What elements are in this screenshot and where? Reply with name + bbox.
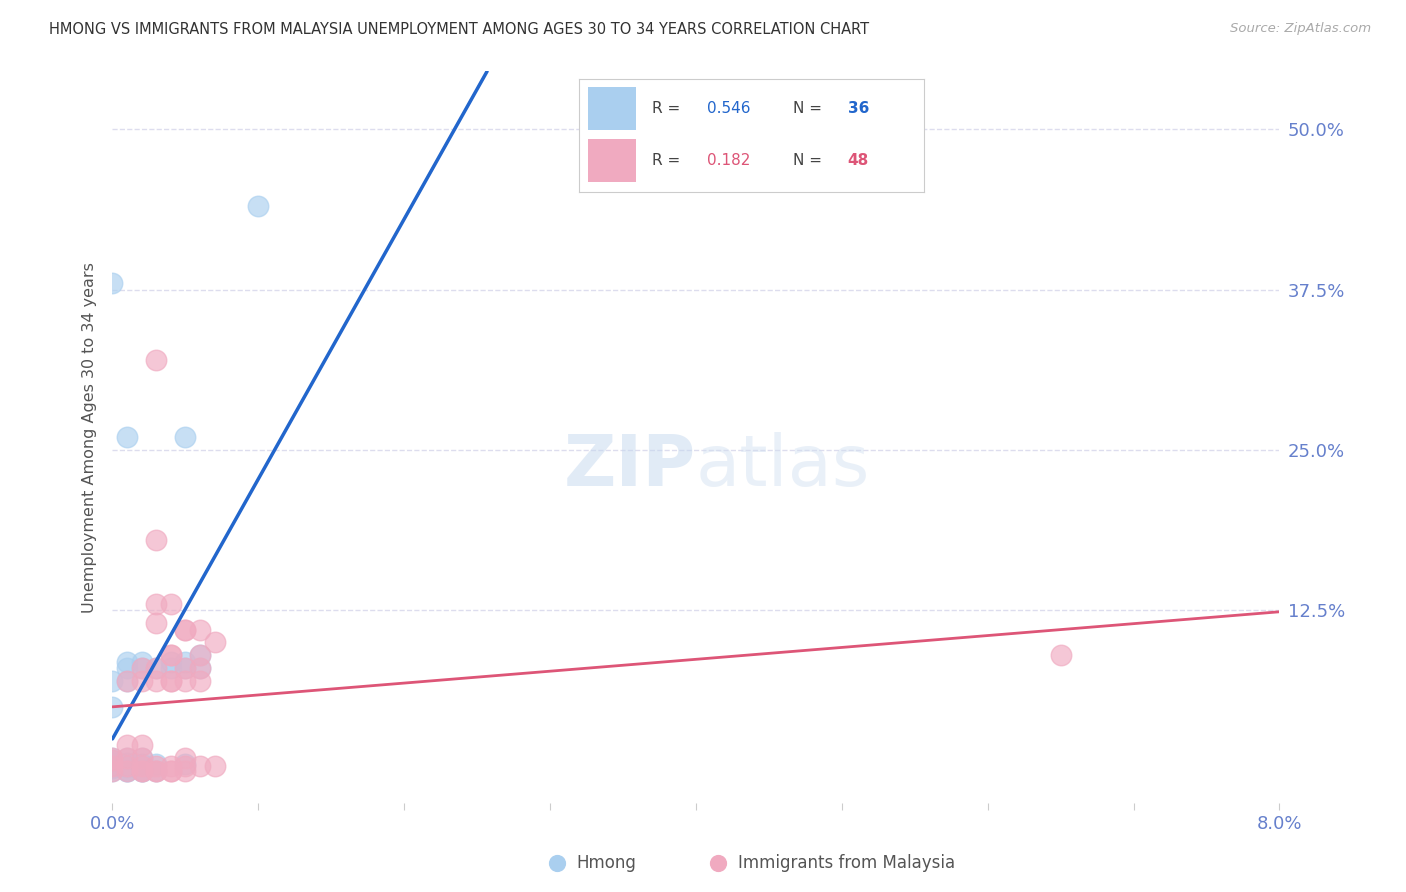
Point (160, 648, 183, 663)
Point (101, 699, 124, 714)
Text: Source: ZipAtlas.com: Source: ZipAtlas.com (1230, 22, 1371, 36)
Point (131, 757, 153, 772)
Point (188, 673, 211, 688)
Point (204, 635, 226, 649)
Point (188, 758, 211, 772)
Point (174, 758, 197, 772)
Point (160, 764, 183, 778)
Point (174, 757, 197, 772)
Point (145, 353, 167, 368)
Point (101, 751, 124, 765)
Point (188, 661, 211, 675)
Point (115, 764, 138, 778)
Point (131, 751, 153, 765)
Point (247, 199, 270, 213)
Point (115, 751, 138, 765)
Point (174, 623, 197, 637)
Point (101, 276, 124, 290)
Point (115, 738, 138, 752)
Point (174, 661, 197, 675)
Point (101, 761, 124, 775)
Point (131, 751, 153, 765)
Point (546, 856, 568, 871)
Point (115, 430, 138, 444)
Point (1049, 648, 1071, 663)
Point (188, 661, 211, 675)
Point (145, 764, 167, 778)
Point (101, 751, 124, 765)
Point (131, 661, 153, 675)
Point (145, 661, 167, 675)
Point (101, 754, 124, 768)
Point (101, 673, 124, 688)
Point (145, 661, 167, 675)
Point (115, 756, 138, 770)
Point (115, 760, 138, 774)
Point (174, 430, 197, 444)
Point (131, 764, 153, 778)
Point (160, 673, 183, 688)
Point (115, 673, 138, 688)
Point (115, 673, 138, 688)
Text: ZIP: ZIP (564, 432, 696, 500)
Text: Immigrants from Malaysia: Immigrants from Malaysia (738, 855, 955, 872)
Point (131, 764, 153, 778)
Point (131, 764, 153, 778)
Point (115, 758, 138, 772)
Point (131, 764, 153, 778)
Point (160, 764, 183, 778)
Point (145, 758, 167, 772)
Point (188, 648, 211, 663)
Point (160, 655, 183, 669)
Point (188, 623, 211, 637)
Point (131, 738, 153, 752)
Point (131, 673, 153, 688)
Point (145, 533, 167, 547)
Text: Hmong: Hmong (576, 855, 637, 872)
Point (174, 751, 197, 765)
Point (131, 655, 153, 669)
Point (115, 655, 138, 669)
Point (174, 623, 197, 637)
Point (145, 616, 167, 631)
Point (145, 757, 167, 772)
Point (145, 764, 167, 778)
Text: atlas: atlas (696, 432, 870, 500)
Point (174, 764, 197, 778)
Point (131, 661, 153, 675)
Point (115, 751, 138, 765)
Point (707, 856, 730, 871)
Point (174, 673, 197, 688)
Point (115, 764, 138, 778)
Point (101, 756, 124, 770)
Point (160, 597, 183, 611)
Point (131, 758, 153, 772)
Point (160, 673, 183, 688)
Text: HMONG VS IMMIGRANTS FROM MALAYSIA UNEMPLOYMENT AMONG AGES 30 TO 34 YEARS CORRELA: HMONG VS IMMIGRANTS FROM MALAYSIA UNEMPL… (49, 22, 869, 37)
Point (160, 661, 183, 675)
Point (101, 758, 124, 772)
Point (101, 754, 124, 768)
Point (145, 597, 167, 611)
Point (174, 655, 197, 669)
Point (174, 661, 197, 675)
Point (101, 764, 124, 778)
Point (115, 661, 138, 675)
Point (160, 758, 183, 772)
Point (115, 764, 138, 778)
Point (160, 648, 183, 663)
Point (145, 673, 167, 688)
Point (145, 764, 167, 778)
Y-axis label: Unemployment Among Ages 30 to 34 years: Unemployment Among Ages 30 to 34 years (82, 261, 97, 613)
Point (101, 758, 124, 772)
Point (188, 648, 211, 663)
Point (204, 758, 226, 772)
Point (101, 764, 124, 778)
